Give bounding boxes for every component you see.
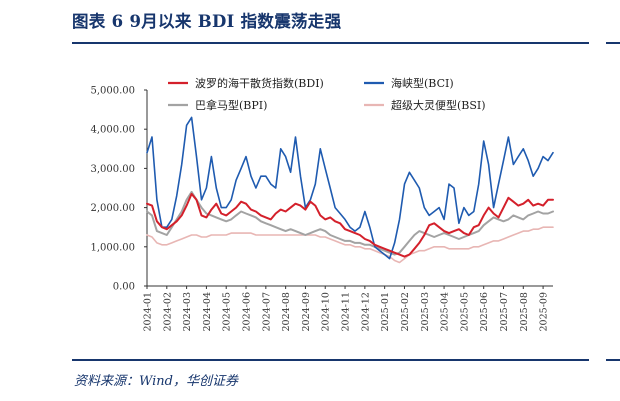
chart-series: [146, 116, 554, 264]
x-tick-label: 2025-03: [420, 292, 431, 331]
source-note: 资料来源：Wind，华创证券: [74, 374, 238, 389]
x-tick-label: 2025-02: [400, 292, 411, 331]
x-tick-label: 2024-07: [261, 292, 272, 331]
x-tick-label: 2024-06: [242, 292, 253, 331]
x-tick-label: 2024-03: [182, 292, 193, 331]
series-line-2: [146, 190, 554, 256]
next-column-rule-bottom: [606, 359, 620, 361]
bottom-rule: [72, 359, 589, 361]
x-tick-label: 2025-04: [440, 292, 451, 331]
y-tick-label: 5,000.00: [90, 86, 135, 97]
legend-label-1: 海峡型(BCI): [391, 76, 454, 90]
legend-label-2: 巴拿马型(BPI): [195, 98, 267, 112]
x-tick-label: 2025-06: [479, 292, 490, 331]
y-tick-label: 4,000.00: [90, 125, 135, 136]
x-tick-label: 2024-11: [341, 292, 352, 331]
x-tick-label: 2024-10: [321, 292, 332, 331]
x-tick-label: 2024-04: [202, 292, 213, 331]
next-column-rule-top: [606, 42, 620, 44]
series-line-1: [146, 116, 554, 260]
x-tick-label: 2024-09: [301, 292, 312, 331]
y-tick-label: 3,000.00: [90, 164, 135, 175]
x-tick-label: 2024-08: [281, 292, 292, 331]
x-tick-label: 2025-01: [380, 292, 391, 331]
x-tick-label: 2025-07: [499, 292, 510, 331]
y-tick-label: 1,000.00: [90, 242, 135, 253]
legend-label-3: 超级大灵便型(BSI): [391, 98, 486, 112]
x-tick-label: 2024-02: [162, 292, 173, 331]
chart-legend: 波罗的海干散货指数(BDI) 海峡型(BCI) 巴拿马型(BPI) 超级大灵便型(BS…: [168, 76, 486, 112]
figure-title: 图表 6 9月以来 BDI 指数震荡走强: [72, 12, 342, 31]
top-rule: [72, 42, 589, 44]
x-tick-label: 2024-12: [360, 292, 371, 331]
y-tick-label: 2,000.00: [90, 203, 135, 214]
x-tick-label: 2025-05: [459, 292, 470, 331]
y-tick-label: 0.00: [113, 282, 135, 293]
legend-label-0: 波罗的海干散货指数(BDI): [195, 76, 324, 90]
series-line-3: [146, 226, 554, 264]
x-tick-label: 2024-01: [143, 292, 154, 331]
x-tick-label: 2024-05: [222, 292, 233, 331]
x-tick-label: 2025-09: [539, 292, 550, 331]
chart-axes: 0.00 1,000.00 2,000.00 3,000.00 4,000.00 5,00…: [90, 86, 553, 331]
series-line-0: [146, 192, 554, 258]
x-tick-label: 2025-08: [519, 292, 530, 331]
